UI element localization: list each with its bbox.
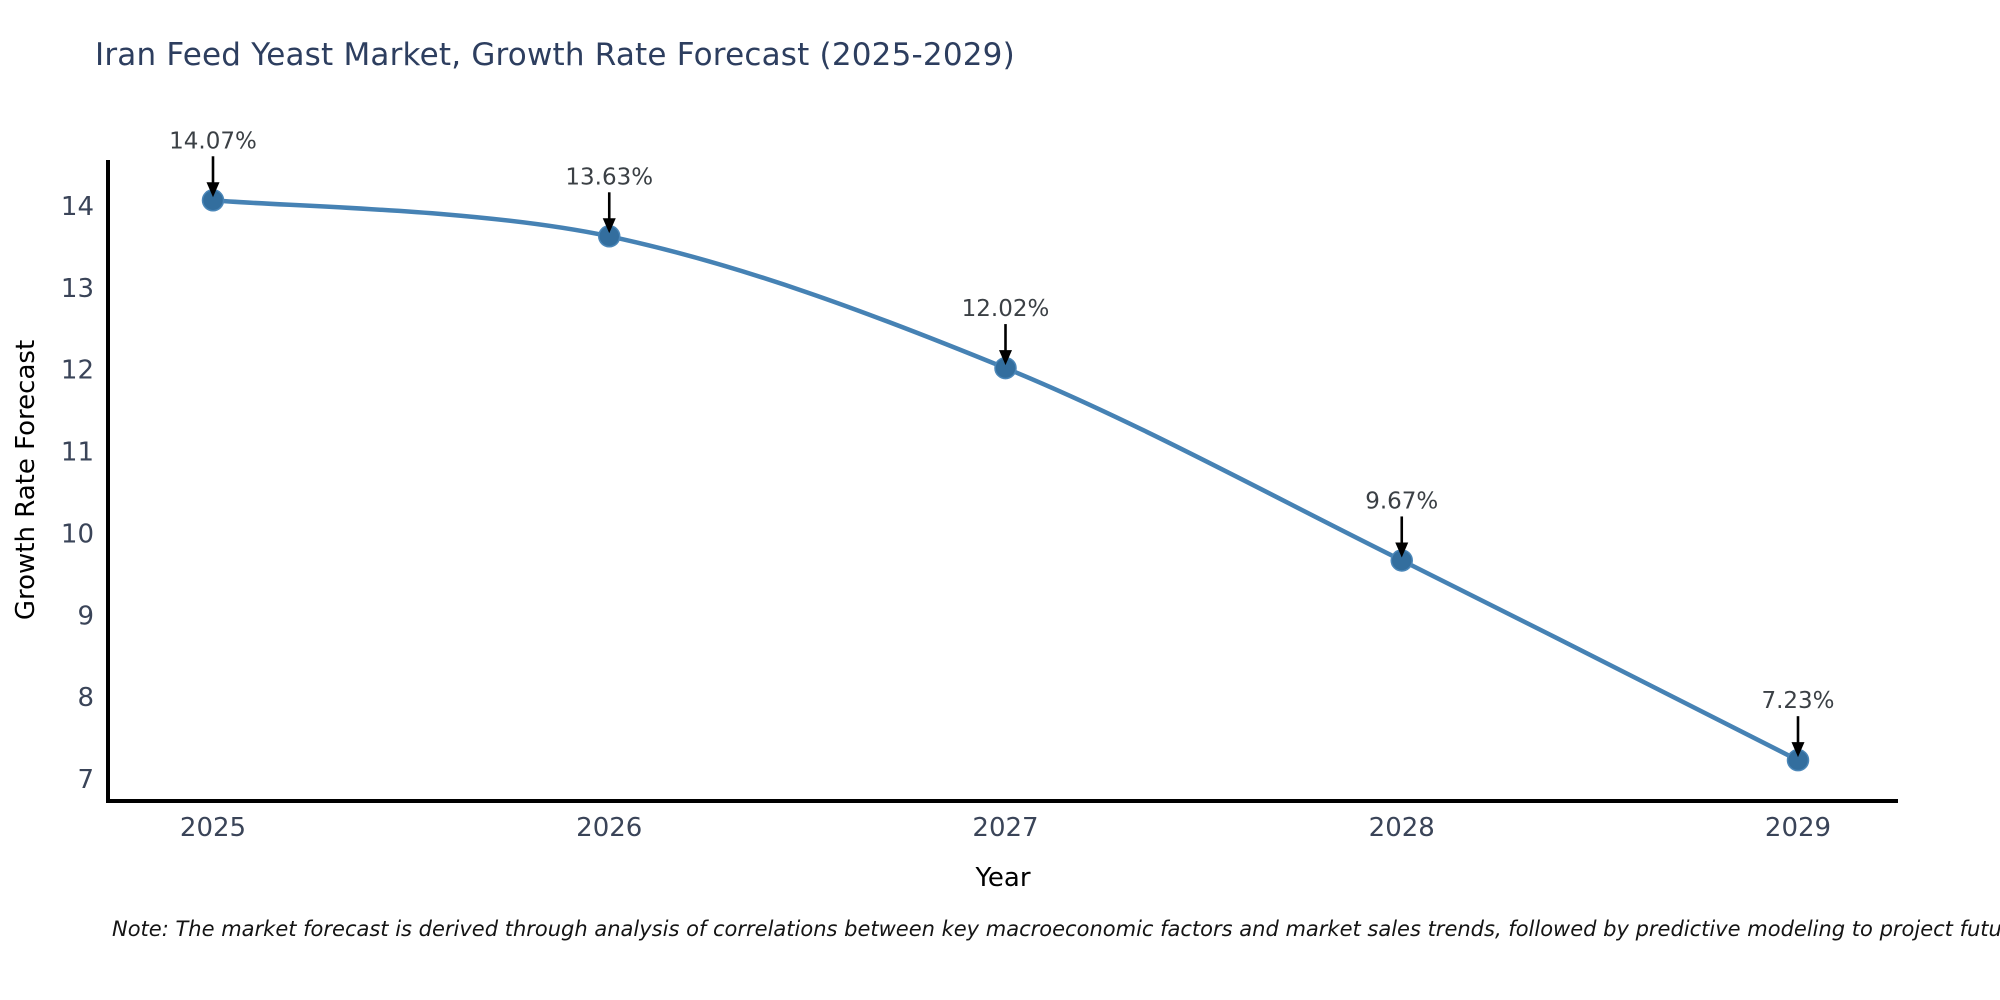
- annotation-arrow-head: [1395, 542, 1409, 558]
- line-series: [201, 189, 1810, 772]
- annotation-arrow-head: [1791, 742, 1805, 758]
- x-axis-label: Year: [974, 863, 1030, 893]
- y-axis-label: Growth Rate Forecast: [11, 340, 41, 620]
- point-value-label: 7.23%: [1761, 688, 1834, 714]
- point-value-label: 12.02%: [962, 296, 1050, 322]
- x-tick-label: 2027: [972, 813, 1038, 843]
- point-value-label: 13.63%: [565, 164, 653, 190]
- y-tick-label: 8: [77, 683, 94, 713]
- x-tick-label: 2025: [180, 813, 246, 843]
- y-axis-ticks: 7 8 9 10 11 12 13 14: [61, 192, 94, 795]
- point-annotations: 14.07% 13.63% 12.02% 9.67% 7.23%: [169, 128, 1835, 758]
- axes: [106, 160, 1898, 803]
- y-tick-label: 12: [61, 356, 94, 386]
- x-tick-label: 2029: [1765, 813, 1831, 843]
- y-tick-label: 11: [61, 438, 94, 468]
- x-tick-label: 2028: [1369, 813, 1435, 843]
- y-tick-label: 9: [77, 601, 94, 631]
- point-value-label: 9.67%: [1365, 488, 1438, 514]
- point-value-label: 14.07%: [169, 128, 257, 154]
- y-tick-label: 14: [61, 192, 94, 222]
- y-tick-label: 7: [77, 765, 94, 795]
- x-axis-ticks: 2025 2026 2027 2028 2029: [180, 813, 1831, 843]
- footnote: Note: The market forecast is derived thr…: [112, 917, 2000, 941]
- annotation-arrow-head: [999, 350, 1012, 366]
- trend-line: [210, 198, 1801, 763]
- y-tick-label: 13: [61, 274, 94, 304]
- y-tick-label: 10: [61, 519, 94, 549]
- annotation-arrow-head: [602, 218, 616, 234]
- chart-title: Iran Feed Yeast Market, Growth Rate Fore…: [95, 37, 1015, 73]
- annotation-arrow-head: [206, 182, 220, 198]
- x-tick-label: 2026: [576, 813, 642, 843]
